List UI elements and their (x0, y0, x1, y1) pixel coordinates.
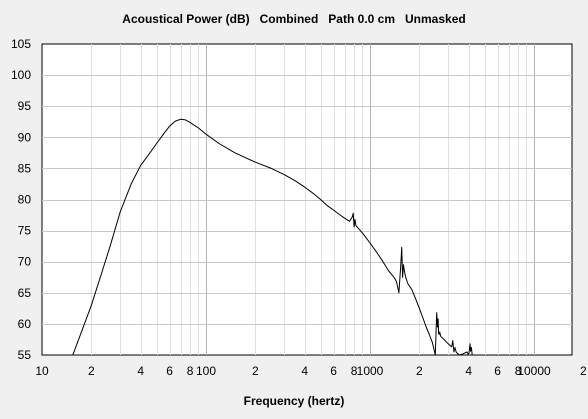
x-tick-label: 2 (252, 364, 259, 378)
y-tick-label: 55 (18, 348, 32, 362)
grid-lines (42, 44, 572, 355)
x-tick-label: 4 (301, 364, 308, 378)
x-axis-label: Frequency (hertz) (243, 394, 345, 408)
y-tick-label: 85 (18, 161, 32, 175)
y-tick-label: 65 (18, 286, 32, 300)
y-tick-label: 75 (18, 224, 32, 238)
x-tick-label: 8 (515, 364, 522, 378)
x-tick-label: 100 (196, 364, 216, 378)
y-tick-label: 95 (18, 99, 32, 113)
series-line-1 (72, 118, 473, 355)
y-tick-label: 90 (18, 130, 32, 144)
x-tick-label: 4 (465, 364, 472, 378)
x-tick-label: 6 (166, 364, 173, 378)
x-tick-label: 4 (137, 364, 144, 378)
y-tick-label: 105 (11, 37, 31, 51)
y-axis-ticks: 55 60 65 70 75 80 85 90 95 100 105 (11, 37, 31, 362)
x-tick-label: 6 (330, 364, 337, 378)
x-tick-label: 2 (416, 364, 423, 378)
plot-area (41, 43, 573, 356)
x-tick-label: 8 (351, 364, 358, 378)
y-tick-label: 80 (18, 193, 32, 207)
x-tick-label: 1000 (357, 364, 384, 378)
x-tick-label: 10000 (517, 364, 551, 378)
y-tick-label: 100 (11, 68, 31, 82)
chart-title: Acoustical Power (dB) Combined Path 0.0 … (122, 12, 466, 26)
y-tick-label: 70 (18, 255, 32, 269)
series-group (72, 118, 473, 355)
x-tick-label: 2 (580, 364, 587, 378)
x-tick-label: 8 (187, 364, 194, 378)
x-tick-label: 10 (35, 364, 49, 378)
y-tick-label: 60 (18, 317, 32, 331)
x-tick-label: 6 (494, 364, 501, 378)
x-tick-label: 2 (88, 364, 95, 378)
